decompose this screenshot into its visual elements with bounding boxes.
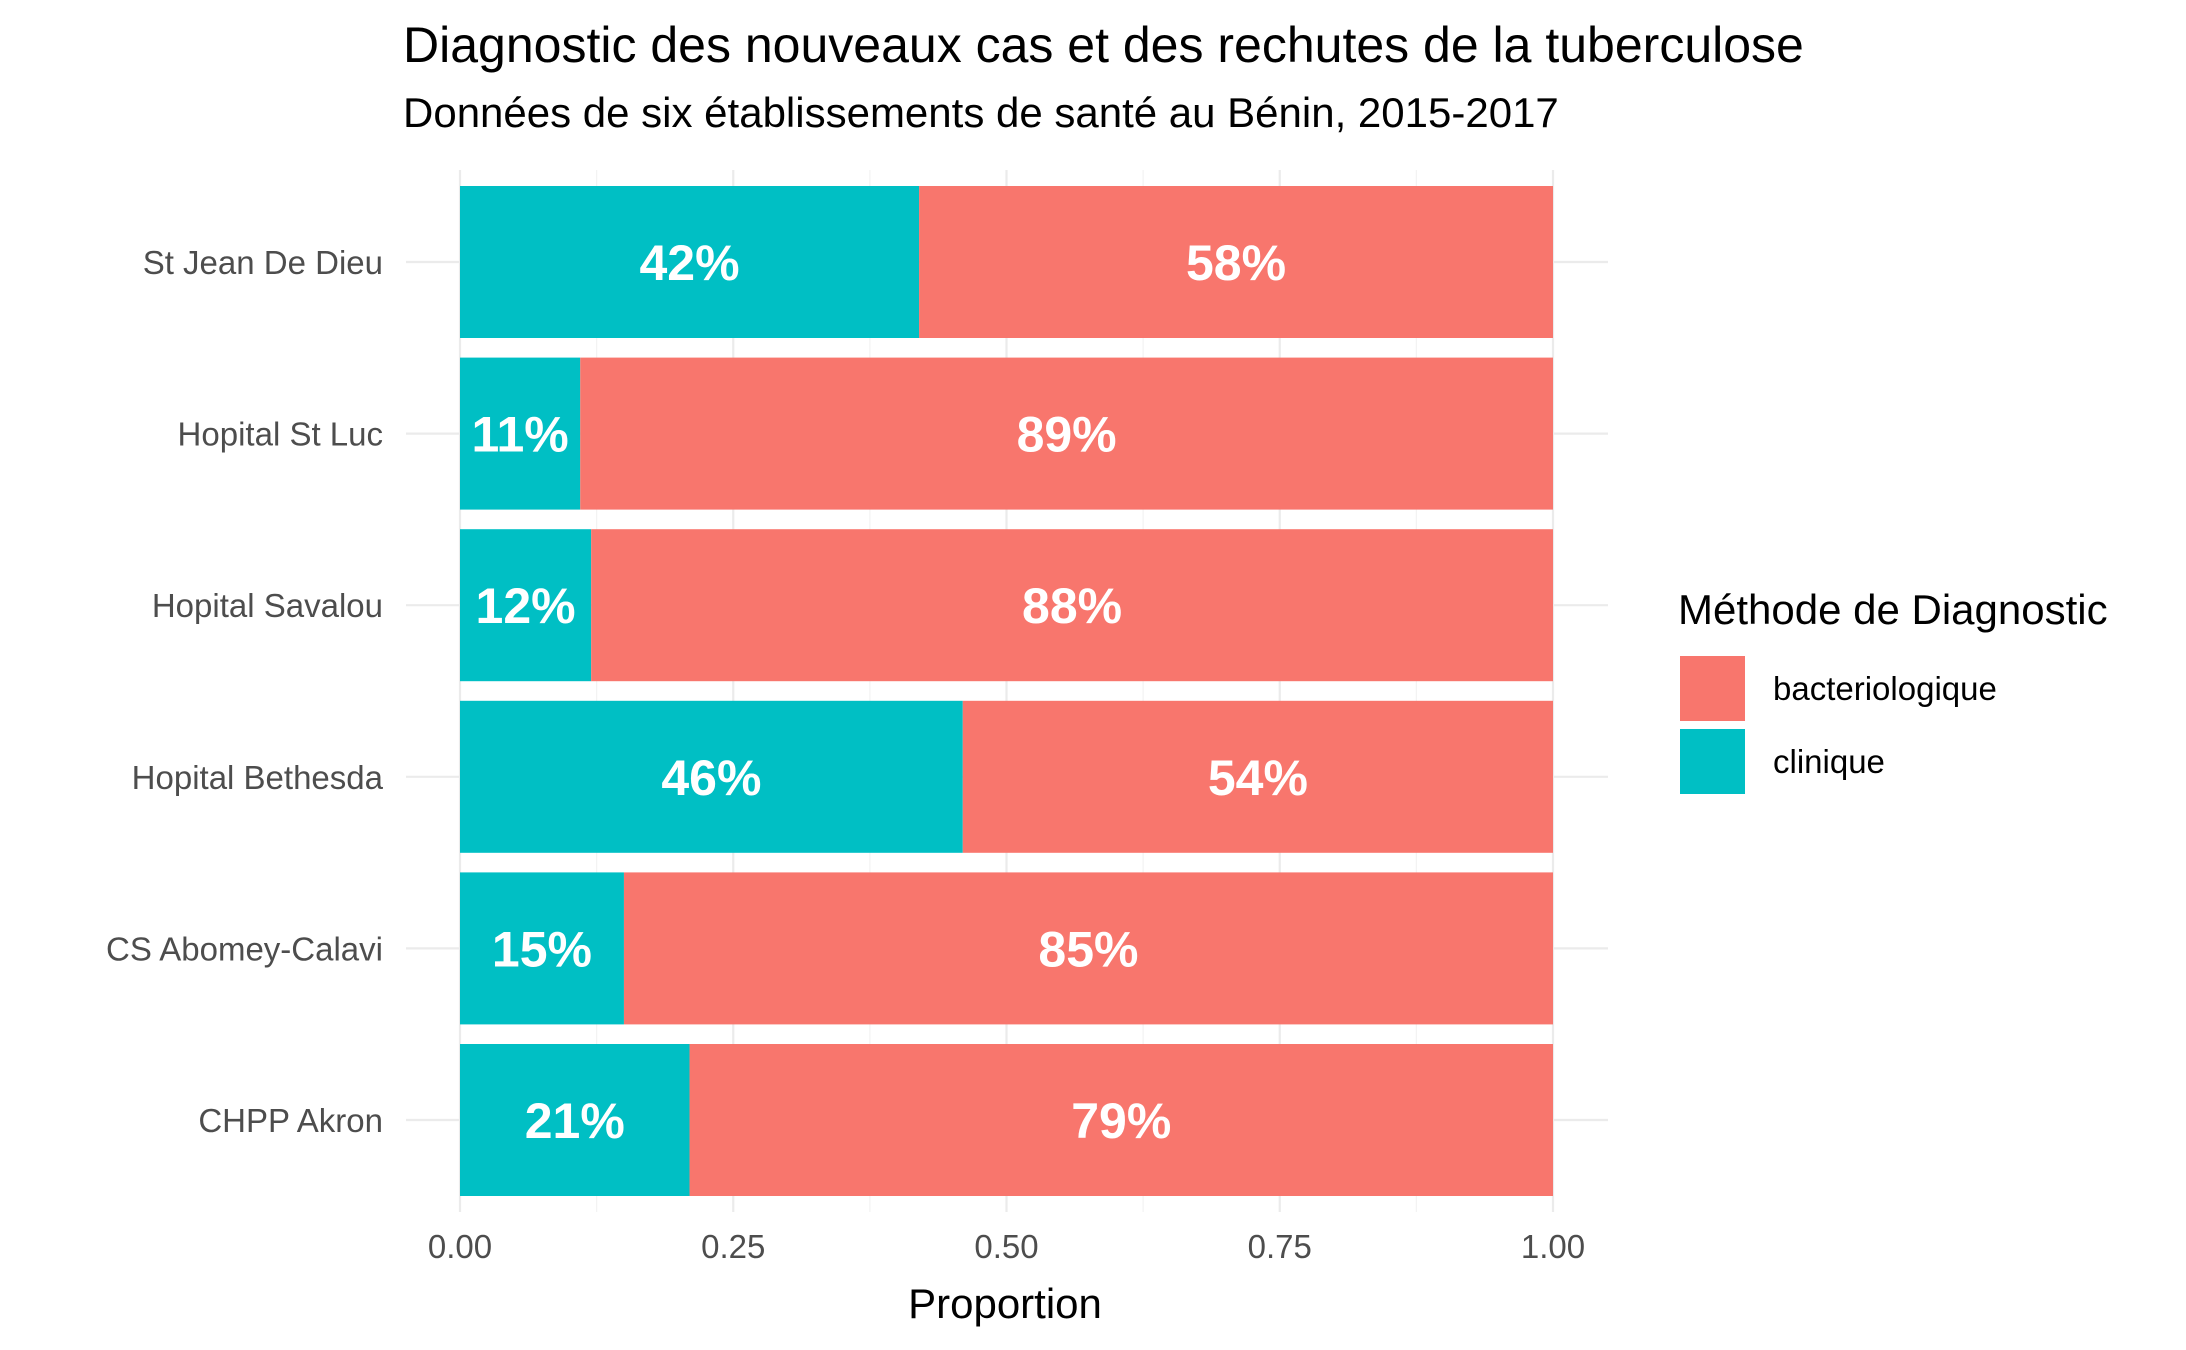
bar-clinique bbox=[460, 700, 963, 853]
bar-clinique bbox=[460, 357, 581, 510]
bar-bacteriologique bbox=[962, 700, 1553, 853]
bar-clinique bbox=[460, 1044, 690, 1196]
bar-label: 89% bbox=[1017, 407, 1117, 463]
bar-clinique bbox=[460, 872, 624, 1025]
bar-label: 58% bbox=[1186, 235, 1286, 291]
x-tick-label: 0.75 bbox=[1248, 1228, 1312, 1265]
legend-key-clinique bbox=[1680, 729, 1745, 794]
legend-label: bacteriologique bbox=[1773, 670, 1997, 707]
legend-label: clinique bbox=[1773, 743, 1885, 780]
bar-label: 79% bbox=[1071, 1093, 1171, 1149]
bar-label: 42% bbox=[639, 235, 739, 291]
y-tick-label: Hopital St Luc bbox=[178, 416, 383, 453]
bar-label: 88% bbox=[1022, 578, 1122, 634]
bar-bacteriologique bbox=[623, 872, 1553, 1025]
bar-label: 11% bbox=[471, 407, 568, 463]
x-axis-ticks: 0.00 0.25 0.50 0.75 1.00 bbox=[428, 1228, 1585, 1265]
y-tick-label: St Jean De Dieu bbox=[143, 244, 383, 281]
bar-label: 54% bbox=[1208, 750, 1308, 806]
bar-label: 15% bbox=[492, 921, 592, 977]
legend-key-bacteriologique bbox=[1680, 656, 1745, 721]
bar-bacteriologique bbox=[919, 186, 1553, 338]
bar-label: 12% bbox=[476, 578, 576, 634]
bar-bacteriologique bbox=[689, 1044, 1553, 1196]
x-axis-label: Proportion bbox=[908, 1280, 1102, 1327]
legend-title: Méthode de Diagnostic bbox=[1678, 586, 2108, 633]
bars bbox=[460, 186, 1553, 1196]
legend: Méthode de Diagnostic bacteriologique cli… bbox=[1678, 586, 2108, 794]
bar-bacteriologique bbox=[591, 529, 1553, 682]
y-tick-label: CS Abomey-Calavi bbox=[106, 930, 383, 967]
x-tick-label: 1.00 bbox=[1521, 1228, 1585, 1265]
bar-bacteriologique bbox=[580, 357, 1553, 510]
bar-labels: 42% 58% 11% 89% 12% 88% 46% 54% 15% 85% 21% 79% bbox=[471, 235, 1307, 1149]
y-tick-label: Hopital Savalou bbox=[152, 587, 383, 624]
x-tick-label: 0.50 bbox=[974, 1228, 1038, 1265]
x-tick-label: 0.00 bbox=[428, 1228, 492, 1265]
chart-title: Diagnostic des nouveaux cas et des rechu… bbox=[403, 17, 1804, 73]
bar-clinique bbox=[460, 186, 920, 338]
bar-label: 85% bbox=[1038, 921, 1138, 977]
bar-clinique bbox=[460, 529, 592, 682]
x-tick-label: 0.25 bbox=[701, 1228, 765, 1265]
legend-items: bacteriologique clinique bbox=[1680, 656, 1997, 794]
bar-label: 46% bbox=[661, 750, 761, 806]
bar-label: 21% bbox=[525, 1093, 625, 1149]
y-tick-label: Hopital Bethesda bbox=[132, 759, 384, 796]
y-axis-ticks: St Jean De Dieu Hopital St Luc Hopital Sav… bbox=[106, 244, 384, 1139]
chart-subtitle: Données de six établissements de santé a… bbox=[403, 89, 1559, 136]
y-tick-label: CHPP Akron bbox=[198, 1102, 383, 1139]
